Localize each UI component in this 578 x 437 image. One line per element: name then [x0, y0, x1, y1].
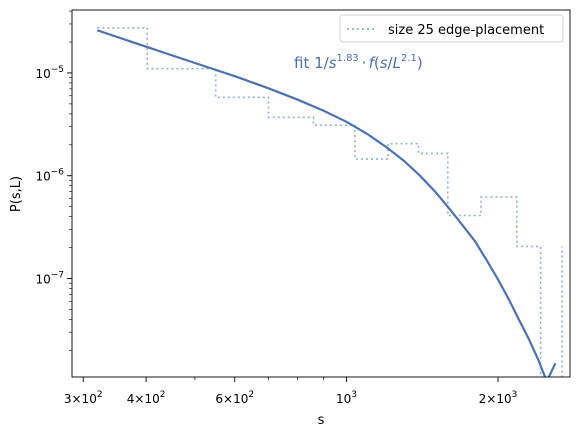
x-tick-label: 3×102 [64, 390, 103, 406]
x-tick-label: 2×103 [479, 390, 518, 406]
series-layer [96, 27, 563, 377]
legend: size 25 edge-placement [339, 14, 564, 43]
annotation-prefix: fit 1/ [294, 54, 330, 72]
fit-annotation: fit 1/s1.83 · f(s/L2.1) [294, 53, 423, 72]
annotation-L-exponent: 2.1 [401, 53, 417, 64]
x-tick-label: 103 [336, 390, 357, 406]
x-axis-ticks: 3×102 4×102 6×102 103 2×103 [64, 377, 517, 406]
y-tick-label: 10−5 [35, 65, 64, 81]
annotation-s: s [329, 54, 337, 72]
y-tick-label: 10−6 [35, 168, 64, 184]
x-tick-label: 4×102 [127, 390, 166, 406]
annotation-close-paren: ) [417, 54, 423, 72]
y-axis-ticks: 10−7 10−6 10−5 [35, 10, 72, 351]
annotation-L: L [393, 54, 401, 72]
annotation-s2: s [380, 54, 388, 72]
annotation-f: f [369, 54, 377, 72]
annotation-s-exponent: 1.83 [337, 53, 359, 64]
plot-frame [71, 9, 571, 378]
y-axis-label: P(s,L) [9, 176, 24, 212]
legend-label: size 25 edge-placement [388, 23, 544, 38]
series-fit-line [96, 29, 557, 377]
y-tick-label: 10−7 [35, 270, 64, 286]
annotation-dot: · [362, 54, 367, 72]
series-step-histogram [97, 27, 563, 377]
annotation-slash: / [388, 54, 394, 72]
x-tick-label: 6×102 [215, 390, 254, 406]
x-axis-label: s [318, 413, 325, 428]
legend-box [339, 14, 564, 43]
annotation-open-paren: ( [374, 54, 380, 72]
